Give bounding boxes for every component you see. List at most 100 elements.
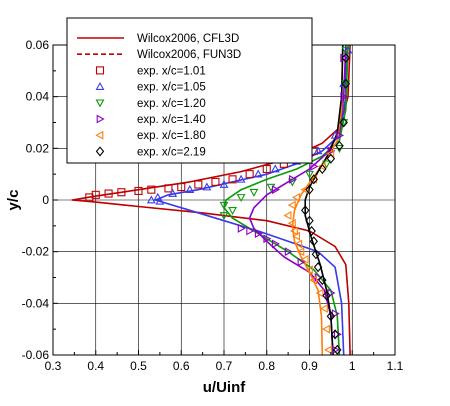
- triangle-down-marker: [339, 119, 349, 128]
- triangle-left-marker: [300, 254, 309, 264]
- triangle-up-marker: [185, 185, 195, 194]
- legend-label: Wilcox2006, CFL3D: [137, 33, 239, 45]
- diamond-marker: [326, 311, 336, 322]
- diamond-marker: [95, 146, 105, 157]
- triangle-left-marker: [309, 275, 318, 285]
- triangle-down-marker: [228, 206, 237, 215]
- triangle-up-marker: [253, 169, 263, 178]
- y-tick-label: -0.02: [22, 245, 50, 259]
- square-marker: [245, 170, 254, 179]
- triangle-left-marker: [294, 239, 303, 249]
- triangle-left-marker: [287, 200, 296, 210]
- triangle-left-marker: [300, 185, 309, 195]
- square-marker: [117, 188, 126, 197]
- diamond-marker: [305, 184, 314, 195]
- square-marker: [85, 193, 94, 202]
- legend-label: exp. x/c=2.19: [137, 146, 206, 158]
- diamond-marker: [322, 290, 331, 301]
- diamond-marker: [307, 225, 316, 237]
- triangle-up-marker: [236, 174, 246, 183]
- y-tick-label: 0.02: [26, 141, 50, 155]
- diamond-marker: [309, 174, 318, 185]
- triangle-up-marker: [146, 195, 156, 204]
- square-marker: [194, 180, 203, 189]
- triangle-right-marker: [237, 223, 246, 233]
- legend-label: exp. x/c=1.05: [137, 82, 206, 94]
- triangle-left-marker: [304, 265, 313, 275]
- triangle-down-marker: [219, 201, 229, 210]
- axis-ticks: 0.3 0.4 0.5 0.6 0.7 0.8 0.9 1 1.1 -0.06 -0.04 -0.02…: [22, 38, 404, 373]
- diamond-marker: [335, 140, 344, 151]
- square-marker: [262, 164, 271, 174]
- x-tick-label: 0.8: [258, 359, 275, 373]
- triangle-left-marker: [319, 304, 328, 313]
- square-marker: [147, 185, 156, 194]
- diamond-marker: [313, 262, 323, 273]
- square-marker: [134, 186, 143, 196]
- y-axis-label: y/c: [5, 190, 22, 211]
- triangle-up-marker: [313, 146, 323, 155]
- triangle-down-marker: [341, 80, 351, 89]
- cfd-line-cfl3d: [71, 44, 351, 356]
- legend-label: exp. x/c=1.01: [137, 65, 206, 77]
- triangle-up-marker: [343, 45, 353, 54]
- legend-box: [66, 17, 313, 164]
- triangle-right-marker: [284, 247, 293, 257]
- triangle-down-marker: [236, 194, 246, 203]
- diamond-marker: [305, 215, 314, 226]
- triangle-down-marker: [249, 188, 259, 197]
- diamond-marker: [318, 275, 327, 286]
- triangle-right-marker: [246, 226, 255, 236]
- triangle-up-marker: [168, 188, 178, 197]
- x-tick-label: 0.5: [130, 359, 147, 373]
- triangle-left-marker: [95, 130, 104, 140]
- legend-label: exp. x/c=1.40: [137, 114, 206, 126]
- triangle-right-marker: [289, 174, 298, 184]
- diamond-marker: [309, 236, 318, 247]
- square-marker: [104, 189, 113, 198]
- experimental-markers: [85, 45, 353, 355]
- square-marker: [228, 175, 237, 184]
- x-tick-label: 0.4: [87, 359, 104, 373]
- triangle-left-marker: [324, 345, 333, 355]
- triangle-left-marker: [292, 231, 301, 241]
- triangle-down-marker: [219, 212, 229, 221]
- triangle-right-marker: [327, 146, 336, 156]
- x-tick-label: 1.1: [387, 359, 404, 373]
- square-marker: [177, 183, 186, 192]
- diamond-marker: [326, 153, 336, 164]
- triangle-left-marker: [292, 192, 301, 202]
- triangle-right-marker: [297, 257, 306, 267]
- diamond-marker: [330, 329, 340, 340]
- triangle-up-marker: [95, 81, 105, 90]
- diamond-marker: [311, 249, 321, 260]
- triangle-up-marker: [219, 179, 229, 188]
- diamond-marker: [333, 344, 342, 355]
- diamond-marker: [341, 78, 351, 89]
- triangle-down-marker: [305, 170, 314, 179]
- legend: Wilcox2006, CFL3D Wilcox2006, FUN3D exp. x…: [66, 17, 313, 164]
- triangle-left-marker: [283, 211, 292, 220]
- triangle-left-marker: [289, 226, 298, 236]
- triangle-up-marker: [155, 196, 165, 205]
- triangle-left-marker: [287, 218, 296, 228]
- x-tick-label: 0.6: [173, 359, 190, 373]
- y-tick-label: 0: [42, 193, 49, 207]
- triangle-right-marker: [310, 161, 319, 171]
- legend-label: exp. x/c=1.20: [137, 98, 206, 110]
- legend-label: Wilcox2006, FUN3D: [137, 49, 241, 61]
- y-tick-label: -0.06: [22, 348, 50, 362]
- x-tick-label: 0.3: [45, 359, 62, 373]
- triangle-right-marker: [263, 234, 272, 244]
- triangle-right-marker: [340, 92, 349, 102]
- diamond-marker: [341, 52, 351, 63]
- x-tick-label: 0.9: [301, 359, 318, 373]
- x-axis-label: u/Uinf: [203, 379, 246, 396]
- triangle-up-marker: [153, 192, 163, 201]
- square-marker: [95, 66, 105, 75]
- y-tick-label: -0.04: [22, 296, 50, 310]
- square-marker: [164, 184, 173, 193]
- x-tick-label: 0.7: [216, 359, 233, 373]
- cfd-line-fun3d: [291, 44, 344, 356]
- triangle-left-marker: [321, 324, 330, 334]
